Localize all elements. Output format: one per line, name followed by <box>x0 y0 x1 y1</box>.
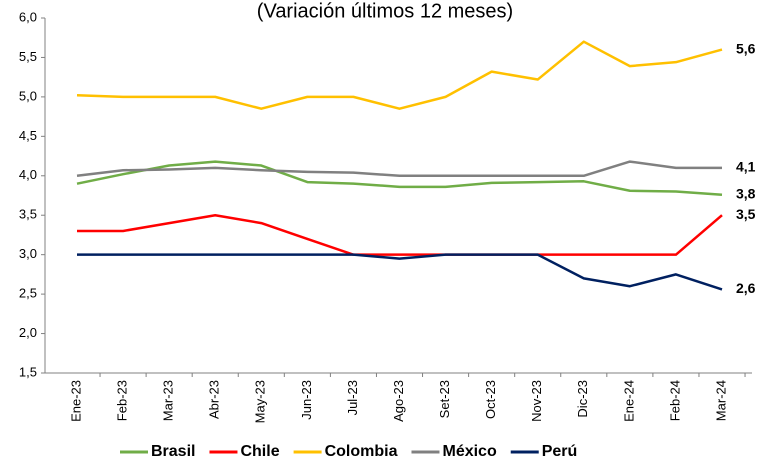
legend-item: México <box>411 443 497 460</box>
x-tick-label: Ene-23 <box>68 380 83 422</box>
x-tick-label: Feb-23 <box>115 380 130 421</box>
x-tick-label: Mar-24 <box>713 380 728 421</box>
x-tick-label: Mar-23 <box>161 380 176 421</box>
legend-label: México <box>442 443 496 460</box>
series-line <box>77 253 723 291</box>
series-line <box>76 40 723 110</box>
x-tick-label: Jun-23 <box>299 380 314 420</box>
end-label: 5,6 <box>736 40 756 56</box>
legend-label: Chile <box>240 443 279 460</box>
end-label: 4,1 <box>736 159 756 175</box>
series-line <box>77 213 723 256</box>
end-label: 3,5 <box>736 206 756 222</box>
legend: Brasil Chile Colombia México Perú <box>120 443 577 460</box>
y-tick-label: 3,5 <box>19 207 37 222</box>
y-tick-label: 4,0 <box>19 167 37 182</box>
x-tick-label: May-23 <box>253 380 268 423</box>
y-tick-label: 5,5 <box>19 49 37 64</box>
series-line <box>76 160 722 178</box>
end-label: 3,8 <box>736 185 756 201</box>
y-tick-label: 6,0 <box>19 9 37 24</box>
x-tick-label: Nov-23 <box>529 380 544 422</box>
series-line <box>76 160 723 196</box>
x-tick-label: Dic-23 <box>575 380 590 418</box>
x-tick-label: Feb-24 <box>667 380 682 421</box>
legend-item: Chile <box>209 443 280 460</box>
legend-item: Perú <box>510 443 578 460</box>
legend-item: Colombia <box>293 443 398 460</box>
legend-label: Perú <box>542 443 578 460</box>
legend-label: Brasil <box>151 443 195 460</box>
chart-subtitle: (Variación últimos 12 meses) <box>257 0 513 22</box>
legend-label: Colombia <box>325 443 398 460</box>
y-tick-label: 3,0 <box>19 246 37 261</box>
y-tick-label: 4,5 <box>19 128 37 143</box>
y-tick-label: 1,5 <box>19 364 37 379</box>
x-tick-label: Set-23 <box>437 380 452 418</box>
x-tick-label: Ene-24 <box>621 380 636 422</box>
x-tick-label: Jul-23 <box>345 380 360 415</box>
y-tick-label: 5,0 <box>19 88 37 103</box>
end-label: 2,6 <box>736 280 756 296</box>
x-tick-label: Oct-23 <box>483 380 498 419</box>
legend-item: Brasil <box>120 443 195 460</box>
y-tick-label: 2,0 <box>19 325 37 340</box>
x-tick-label: Ago-23 <box>391 380 406 422</box>
y-tick-label: 2,5 <box>19 286 37 301</box>
x-tick-label: Abr-23 <box>207 380 222 419</box>
